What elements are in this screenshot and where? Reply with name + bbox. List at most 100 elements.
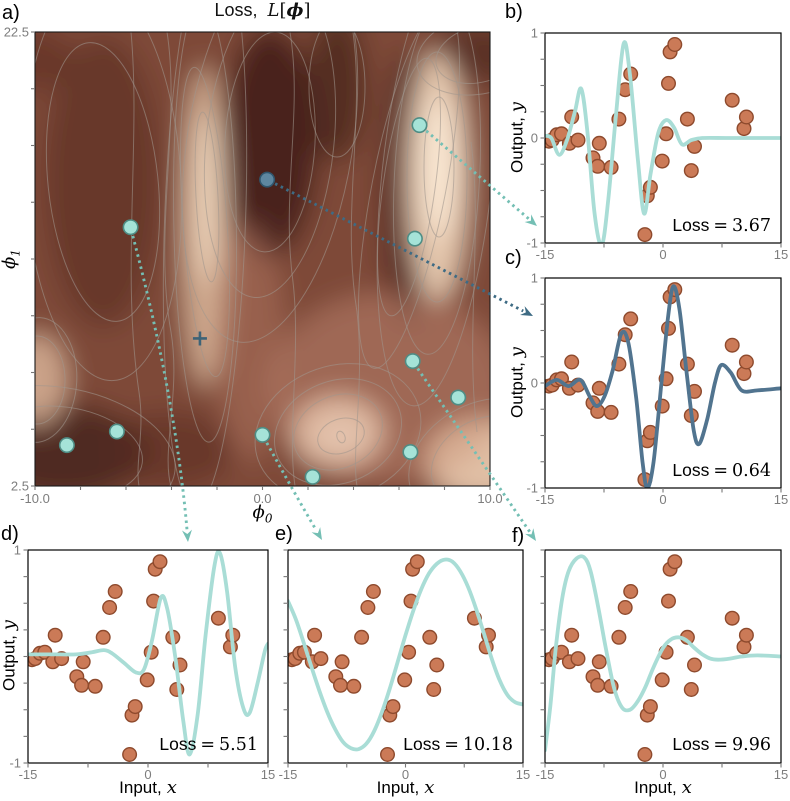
data-point <box>210 610 226 626</box>
data-point <box>654 153 670 169</box>
data-point <box>139 672 155 688</box>
data-point <box>570 651 586 667</box>
data-point <box>639 188 655 204</box>
data-point <box>172 657 188 673</box>
x-axis-label-phi0: ϕ0 <box>252 502 273 526</box>
arrowhead-icon <box>182 529 192 542</box>
data-point <box>466 610 482 626</box>
data-point <box>37 644 53 660</box>
data-point <box>47 627 63 643</box>
loss-landscape-heatmap <box>35 32 490 486</box>
arrowhead-icon <box>525 528 536 541</box>
data-point <box>724 610 740 626</box>
data-point <box>603 404 619 420</box>
data-point <box>346 678 362 694</box>
panel-label-d: d) <box>1 523 19 545</box>
x-tick-label: -15 <box>536 492 555 507</box>
data-point <box>405 561 421 577</box>
y-tick-label: 22.5 <box>4 25 29 40</box>
panel-label-b: b) <box>505 1 523 23</box>
data-point <box>169 682 185 698</box>
data-point <box>683 163 699 179</box>
fit-curve-e <box>288 557 523 752</box>
data-point <box>288 651 303 667</box>
data-point <box>683 408 699 424</box>
data-point <box>642 179 658 195</box>
data-point <box>102 600 118 616</box>
data-point <box>738 109 754 125</box>
data-point <box>545 132 560 148</box>
data-point <box>736 121 752 137</box>
data-point <box>554 644 570 660</box>
data-point <box>590 403 606 419</box>
data-point <box>124 707 140 723</box>
data-point <box>147 561 163 577</box>
data-point <box>334 654 350 670</box>
data-point <box>127 699 143 715</box>
data-point <box>54 651 70 667</box>
data-point <box>667 282 683 298</box>
data-point <box>679 629 695 645</box>
fit-curve-d <box>28 550 268 757</box>
data-point <box>32 645 48 661</box>
data-point <box>611 111 627 127</box>
y-tick-label: -1 <box>526 481 538 496</box>
data-point <box>152 554 168 570</box>
data-point <box>662 44 678 60</box>
data-point <box>570 377 586 393</box>
data-point <box>313 651 329 667</box>
data-point <box>639 707 655 723</box>
panel-label-e: e) <box>275 523 293 545</box>
data-point <box>28 652 40 668</box>
y-axis-label-b: Output,y <box>506 102 528 173</box>
data-point <box>554 371 570 387</box>
data-point <box>658 126 674 142</box>
data-point <box>328 669 344 685</box>
y-tick-label: 1 <box>531 26 538 41</box>
data-point <box>554 126 570 142</box>
y-axis-label-c: Output,y <box>506 347 528 418</box>
data-point <box>617 327 633 343</box>
data-point <box>591 135 607 151</box>
x-tick-label: 0 <box>659 247 666 262</box>
data-point <box>667 37 683 53</box>
data-point <box>304 654 320 670</box>
data-point <box>623 311 639 327</box>
data-point <box>28 651 43 667</box>
data-point <box>45 654 61 670</box>
data-point <box>385 699 401 715</box>
data-point <box>617 82 633 98</box>
data-point <box>69 669 85 685</box>
data-point <box>292 645 308 661</box>
data-point <box>426 682 442 698</box>
data-point <box>603 678 619 694</box>
data-point <box>603 159 619 175</box>
data-point <box>724 92 740 108</box>
data-point <box>545 652 557 668</box>
data-point <box>549 127 565 143</box>
panel-frame <box>544 277 782 489</box>
data-point <box>143 644 159 660</box>
data-point <box>564 627 580 643</box>
data-point <box>687 383 703 399</box>
data-point <box>545 651 560 667</box>
title-math: L[ϕ] <box>267 0 311 21</box>
data-point <box>107 584 123 600</box>
data-point <box>623 66 639 82</box>
data-point <box>296 644 312 660</box>
data-point <box>365 584 381 600</box>
data-point <box>591 654 607 670</box>
data-point <box>74 677 90 693</box>
loss-value-b: Loss = 3.67 <box>672 215 771 236</box>
data-point <box>623 584 639 600</box>
data-point <box>403 593 419 609</box>
data-point <box>570 132 586 148</box>
data-point <box>307 627 323 643</box>
data-point <box>561 135 577 151</box>
data-point <box>409 554 425 570</box>
data-point <box>481 627 497 643</box>
y-tick-label: 2.5 <box>11 479 29 494</box>
panel-label-c: c) <box>505 247 522 269</box>
data-point <box>661 75 677 91</box>
